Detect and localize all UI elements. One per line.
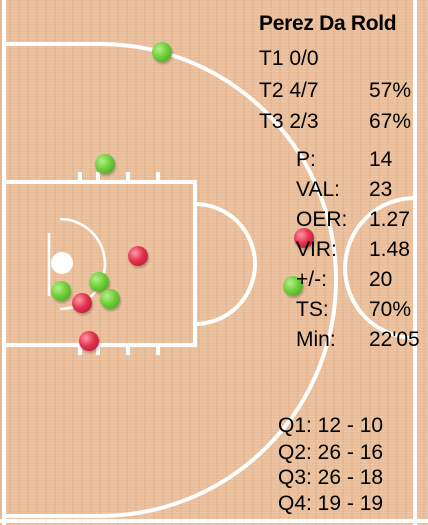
stat-vir-value: 1.48 xyxy=(369,238,410,261)
stat-oer-label: OER: xyxy=(296,208,348,231)
stat-plus-minus-label: +/-: xyxy=(296,268,327,291)
stat-ts-value: 70% xyxy=(369,298,412,321)
stat-vir-label: VIR: xyxy=(296,238,337,261)
quarter-score-q4: Q4: 19 - 19 xyxy=(278,492,384,515)
free-throw-circle xyxy=(194,202,257,326)
shooting-t2-pct: 57% xyxy=(369,79,412,102)
shooting-t3-pct: 67% xyxy=(369,110,412,133)
quarter-score-q3: Q3: 26 - 18 xyxy=(278,466,384,489)
three-point-line xyxy=(4,42,338,518)
made-shot-marker xyxy=(89,272,109,292)
made-shot-marker xyxy=(283,276,303,296)
missed-shot-marker xyxy=(79,331,99,351)
quarter-score-q1: Q1: 12 - 10 xyxy=(278,414,384,437)
shooting-t3-label: T3 2/3 xyxy=(259,110,319,133)
made-shot-marker xyxy=(95,154,115,174)
missed-shot-marker xyxy=(128,246,148,266)
stat-minutes-value: 22'05 xyxy=(369,328,420,351)
made-shot-marker xyxy=(100,289,120,309)
rim xyxy=(51,252,73,274)
quarter-score-q2: Q2: 26 - 16 xyxy=(278,441,384,464)
stat-points-value: 14 xyxy=(369,148,393,171)
stat-minutes-label: Min: xyxy=(296,328,336,351)
stat-points-label: P: xyxy=(296,148,316,171)
paint-key xyxy=(2,180,197,347)
stat-oer-value: 1.27 xyxy=(369,208,410,231)
missed-shot-marker xyxy=(294,228,314,248)
shooting-t1-label: T1 0/0 xyxy=(259,47,319,70)
stat-ts-label: TS: xyxy=(296,298,329,321)
stat-val-value: 23 xyxy=(369,178,393,201)
center-circle xyxy=(343,196,416,340)
made-shot-marker xyxy=(152,42,172,62)
stat-plus-minus-value: 20 xyxy=(369,268,393,291)
missed-shot-marker xyxy=(72,293,92,313)
stat-val-label: VAL: xyxy=(296,178,340,201)
shooting-t2-label: T2 4/7 xyxy=(259,79,319,102)
player-name: Perez Da Rold xyxy=(259,12,397,35)
made-shot-marker xyxy=(51,281,71,301)
